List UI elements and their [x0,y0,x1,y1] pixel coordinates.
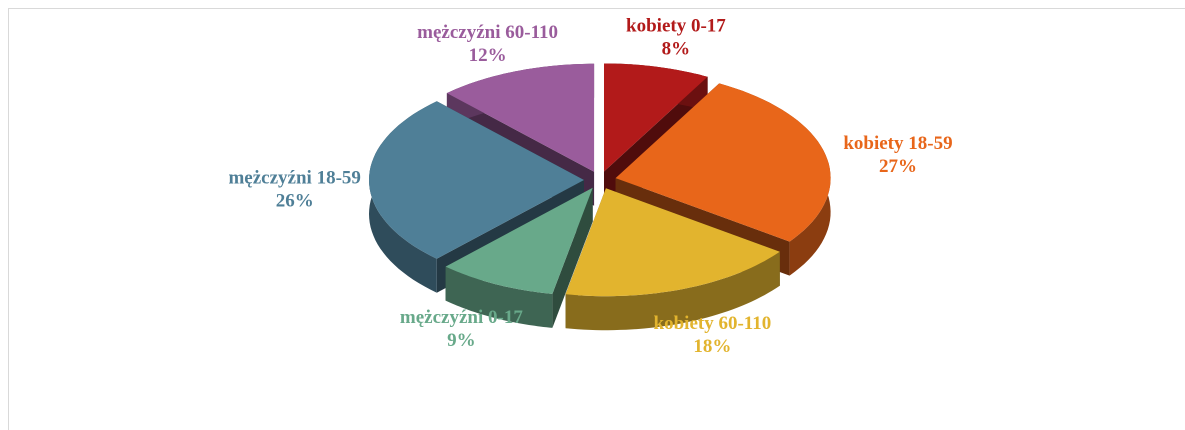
data-label-value: 18% [693,336,731,357]
data-label-name: kobiety 18-59 [843,133,952,154]
data-label-value: 12% [469,45,507,66]
data-label-value: 26% [276,190,314,211]
slice-top [565,188,780,297]
data-label-name: mężczyźni 60-110 [417,22,558,43]
slice-top [446,63,595,172]
data-label-value: 27% [879,156,917,177]
data-label-value: 8% [662,39,691,60]
data-label-value: 9% [447,330,476,351]
slice-top [445,187,593,294]
slice-rim [565,251,780,331]
data-label-name: mężczyźni 0-17 [400,307,523,328]
data-label-name: mężczyźni 18-59 [228,167,360,188]
pie-slice [565,188,780,331]
chart-frame [8,8,1185,430]
slice-rim [445,266,553,328]
data-label-name: kobiety 60-110 [654,313,772,334]
pie-slice [445,187,593,328]
slice-top [604,63,708,172]
data-label-name: kobiety 0-17 [626,16,726,37]
slice-top [369,101,584,259]
slice-top [615,83,831,242]
pie-slice [604,63,708,206]
